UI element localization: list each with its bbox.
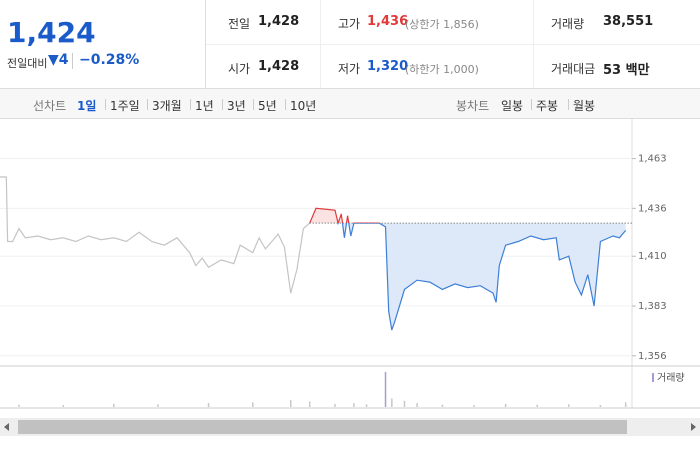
volume-bar bbox=[18, 404, 20, 407]
y-tick-label: 1,410 bbox=[638, 251, 667, 262]
line bbox=[0, 176, 311, 294]
y-tick-label: 1,383 bbox=[638, 301, 667, 312]
y-tick-label: 1,356 bbox=[638, 351, 667, 362]
tab[interactable]: 1주일 bbox=[110, 99, 140, 113]
tab[interactable]: 5년 bbox=[258, 99, 277, 113]
tab[interactable]: 3개월 bbox=[152, 99, 182, 113]
tab-bar bbox=[0, 89, 700, 119]
volume-bar bbox=[384, 371, 387, 407]
volume-bar bbox=[403, 400, 406, 407]
stat-value: 38,551 bbox=[603, 14, 654, 29]
volume-bar bbox=[599, 405, 602, 407]
stat-note: (하한가 1,000) bbox=[405, 63, 479, 76]
stat-label: 고가 bbox=[338, 17, 361, 31]
stat-label: 거래량 bbox=[551, 17, 585, 31]
volume-bar bbox=[504, 403, 507, 407]
volume-bar bbox=[473, 405, 475, 407]
divider bbox=[205, 0, 206, 88]
volume-bar bbox=[113, 403, 115, 407]
stat-note: (상한가 1,856) bbox=[405, 18, 479, 31]
tab-group-label: 선차트 bbox=[33, 99, 67, 113]
volume-bar bbox=[365, 404, 368, 407]
volume-bar bbox=[441, 404, 444, 407]
tab-separator bbox=[253, 99, 254, 110]
volume-bar bbox=[391, 398, 393, 407]
legend-swatch bbox=[652, 373, 654, 382]
stat-value: 1,436 bbox=[367, 14, 409, 29]
stat-label: 저가 bbox=[338, 62, 361, 76]
line-up bbox=[309, 207, 381, 224]
divider bbox=[206, 44, 700, 45]
stat-label: 거래대금 bbox=[551, 62, 596, 76]
volume-bar bbox=[536, 404, 538, 407]
area-up bbox=[309, 208, 626, 224]
price: 1,424 bbox=[7, 16, 96, 49]
tab-separator bbox=[147, 99, 148, 110]
area-down bbox=[309, 223, 626, 330]
tab-separator bbox=[568, 99, 569, 110]
tab-group-label: 봉차트 bbox=[456, 99, 490, 113]
legend-label: 거래량 bbox=[657, 372, 685, 384]
volume-bar bbox=[289, 399, 292, 407]
tab-separator bbox=[105, 99, 106, 110]
tab[interactable]: 주봉 bbox=[536, 99, 559, 113]
scrollbar-thumb[interactable] bbox=[18, 420, 627, 434]
stat-value: 53 백만 bbox=[603, 63, 650, 78]
stat-value: 1,428 bbox=[258, 59, 300, 74]
line-down bbox=[309, 223, 627, 331]
divider bbox=[72, 53, 73, 69]
volume-bar bbox=[568, 404, 570, 407]
y-tick-label: 1,463 bbox=[638, 154, 667, 165]
tab-separator bbox=[222, 99, 223, 110]
tab[interactable]: 3년 bbox=[227, 99, 246, 113]
scroll-right[interactable] bbox=[691, 423, 696, 431]
stat-value: 1,428 bbox=[258, 14, 300, 29]
volume-bar bbox=[252, 402, 254, 407]
volume-bar bbox=[62, 405, 64, 407]
tab[interactable]: 일봉 bbox=[501, 99, 524, 113]
volume-bar bbox=[334, 403, 336, 407]
stat-value: 1,320 bbox=[367, 59, 409, 74]
volume-bar bbox=[157, 404, 159, 407]
volume-bar bbox=[624, 402, 627, 407]
y-tick-label: 1,436 bbox=[638, 203, 667, 214]
change-rate: −0.28% bbox=[79, 52, 140, 68]
volume-bar bbox=[416, 403, 418, 407]
scroll-left[interactable] bbox=[4, 423, 9, 431]
volume-bar bbox=[353, 403, 355, 407]
change: ▼4 bbox=[48, 52, 69, 68]
tab[interactable]: 1년 bbox=[195, 99, 214, 113]
volume-bar bbox=[207, 403, 210, 407]
tab-separator bbox=[190, 99, 191, 110]
header bbox=[0, 0, 700, 89]
tab[interactable]: 월봉 bbox=[573, 99, 596, 113]
stat-label: 시가 bbox=[228, 62, 251, 76]
change-label: 전일대비 bbox=[7, 57, 48, 70]
tab-separator bbox=[531, 99, 532, 110]
tab[interactable]: 1일 bbox=[77, 99, 97, 113]
volume-bar bbox=[308, 401, 311, 407]
stat-label: 전일 bbox=[228, 17, 251, 31]
tab-separator bbox=[285, 99, 286, 110]
tab[interactable]: 10년 bbox=[290, 99, 317, 113]
